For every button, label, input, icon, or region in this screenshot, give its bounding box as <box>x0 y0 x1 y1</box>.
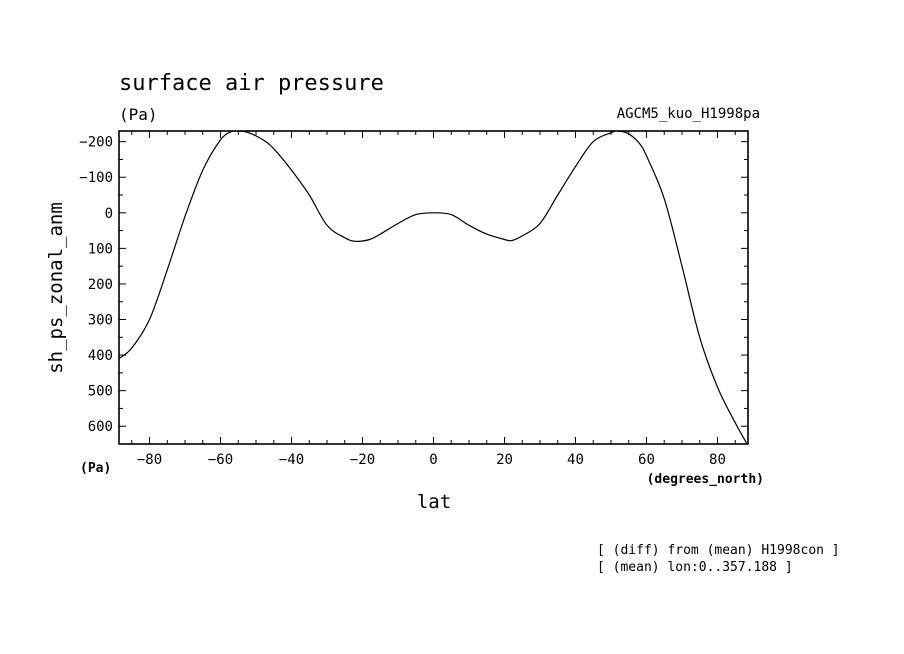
units-label: (Pa) <box>119 105 158 124</box>
x-tick-label: −60 <box>208 452 233 468</box>
plot-area <box>118 130 749 445</box>
series-line <box>119 131 748 444</box>
y-tick-label: 400 <box>88 348 113 364</box>
y-units-label: (Pa) <box>80 461 111 476</box>
y-tick-label: 300 <box>88 313 113 329</box>
y-tick-labels: −200 −100 0 100 200 300 400 500 600 <box>79 135 113 436</box>
dataset-label: AGCM5_kuo_H1998pa <box>617 106 760 122</box>
x-units-label: (degrees_north) <box>647 472 764 487</box>
x-tick-label: 60 <box>638 452 655 468</box>
y-tick-label: 200 <box>88 277 113 293</box>
axis-ticks <box>119 131 748 445</box>
note-diff: [ (diff) from (mean) H1998con ] <box>597 543 840 558</box>
y-tick-label: 600 <box>88 419 113 435</box>
y-tick-label: 100 <box>88 241 113 257</box>
chart-title: surface air pressure <box>119 71 384 96</box>
x-tick-label: 0 <box>429 452 437 468</box>
x-axis-label: lat <box>417 491 451 513</box>
plot-frame <box>118 130 749 445</box>
x-tick-label: −80 <box>137 452 162 468</box>
x-tick-label: −40 <box>279 452 304 468</box>
y-axis-label: sh_ps_zonal_anm <box>45 202 67 374</box>
x-tick-label: 80 <box>709 452 726 468</box>
x-tick-label: −20 <box>350 452 375 468</box>
x-tick-labels: −80 −60 −40 −20 0 20 40 60 80 <box>137 452 726 468</box>
y-tick-label: 0 <box>105 206 113 222</box>
y-tick-label: −100 <box>79 170 113 186</box>
y-tick-label: −200 <box>79 135 113 151</box>
y-tick-label: 500 <box>88 384 113 400</box>
x-tick-label: 40 <box>567 452 584 468</box>
x-tick-label: 20 <box>496 452 513 468</box>
note-mean: [ (mean) lon:0..357.188 ] <box>597 560 793 575</box>
